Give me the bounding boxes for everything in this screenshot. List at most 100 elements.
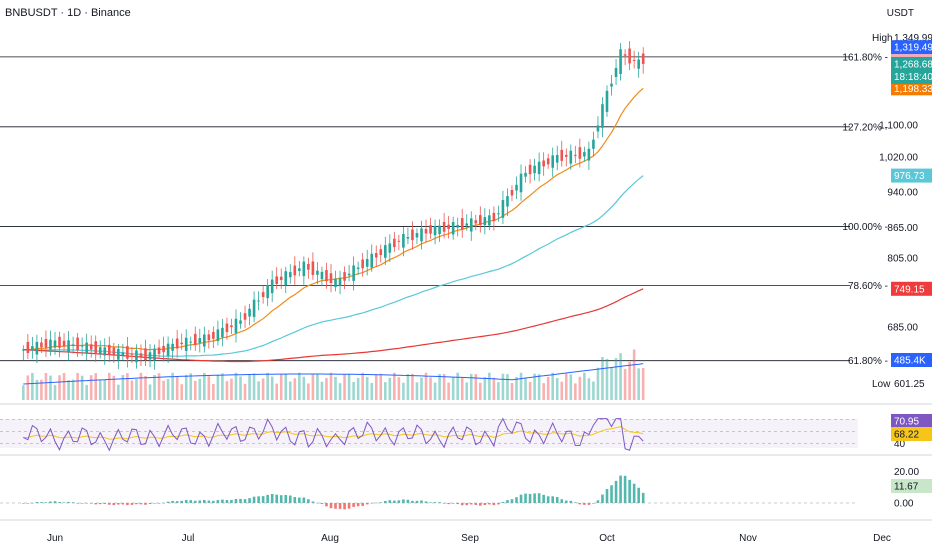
candle-body [225, 323, 229, 333]
macd-bar [637, 487, 640, 503]
macd-bar [175, 501, 179, 503]
candle-body [637, 59, 640, 69]
candle-body [184, 337, 188, 351]
macd-bar [44, 502, 48, 503]
volume-bar [365, 377, 369, 400]
volume-bar [605, 358, 609, 400]
volume-bar [383, 382, 387, 400]
volume-bar [162, 380, 165, 400]
volume-bar [542, 383, 545, 400]
price-tick-label: 865.00 [887, 223, 918, 234]
price-tick-label: 685.00 [887, 322, 918, 333]
volume-bar [130, 380, 134, 400]
volume-bar [302, 376, 306, 400]
macd-bar [402, 499, 405, 503]
candle-body [352, 265, 355, 281]
candle-body [193, 333, 197, 345]
volume-bar [528, 381, 532, 400]
candle-body [510, 190, 514, 196]
volume-bar [121, 375, 125, 400]
volume-bar [483, 377, 487, 400]
macd-bar [424, 501, 428, 503]
candle-body [546, 158, 550, 165]
volume-ma-tag: 485.4K [891, 353, 932, 367]
candle-body [420, 228, 423, 242]
candle-body [107, 344, 111, 356]
candle-body [623, 54, 627, 56]
candle-body [257, 300, 260, 302]
candle-body [139, 353, 143, 357]
macd-bar [533, 493, 536, 503]
price-tag-bg [891, 414, 932, 428]
volume-bar [62, 373, 66, 400]
macd-bar [107, 503, 111, 505]
macd-bar [288, 495, 292, 503]
volume-bar [266, 372, 269, 400]
macd-bar [135, 503, 138, 505]
price-axis[interactable]: 1,100.00 1,020.00 940.00 865.00 805.00 685.00… [872, 33, 932, 510]
volume-bar [221, 373, 224, 400]
candle-body [307, 263, 310, 270]
volume-bar [148, 384, 152, 400]
candle-body [103, 347, 107, 356]
macd-bar [212, 500, 215, 503]
macd-bar [40, 502, 43, 503]
macd-bar [479, 503, 482, 506]
bar-countdown: 18:18:40 [894, 72, 932, 83]
fib-label: 61.80% - [848, 356, 888, 367]
macd-bar [488, 503, 491, 505]
volume-bar [501, 373, 505, 400]
candle-body [62, 340, 66, 347]
macd-bar [411, 500, 414, 503]
macd-bar [130, 503, 134, 505]
macd-bar [438, 502, 441, 503]
candle-body [85, 342, 88, 354]
volume-bar [424, 372, 428, 400]
symbol-title[interactable]: BNBUSDT · 1D · Binance [5, 7, 131, 19]
time-label: Aug [321, 533, 339, 544]
macd-bar [383, 500, 387, 503]
candle-body [632, 59, 636, 61]
volume-bar [225, 381, 229, 400]
candle-body [261, 292, 265, 298]
macd-bar [542, 494, 545, 503]
macd-bar [266, 494, 269, 503]
macd-bar [98, 503, 102, 505]
macd-bar [361, 503, 364, 506]
candle-body [515, 184, 518, 191]
volume-bar [438, 373, 441, 400]
macd-bar [429, 502, 432, 503]
candle-body [80, 345, 84, 347]
macd-bar [528, 493, 532, 503]
candle-body [614, 67, 618, 78]
volume-bar [275, 383, 279, 400]
candle-body [343, 272, 346, 281]
candle-body [135, 350, 138, 363]
volume-bar [126, 373, 129, 400]
volume-bar [519, 372, 523, 400]
volume-bar [623, 368, 627, 400]
volume-bar [402, 382, 405, 400]
macd-tick-label: 20.00 [894, 467, 919, 478]
price-tag-text: 1,198.33 [894, 84, 932, 95]
volume-bar [216, 374, 220, 400]
moving-average-line [23, 87, 644, 351]
volume-bar [35, 379, 39, 400]
volume-bar [429, 377, 432, 400]
candle-body [40, 342, 43, 348]
macd-bar [564, 500, 568, 503]
volume-bar [298, 372, 301, 400]
macd-bar [180, 500, 183, 503]
macd-bar [632, 483, 636, 503]
macd-bar [248, 498, 251, 503]
currency-label[interactable]: USDT [886, 8, 914, 19]
time-axis[interactable]: Jun Jul Aug Sep Oct Nov Dec [47, 533, 891, 544]
time-label: Jul [182, 533, 195, 544]
candle-body [298, 268, 301, 271]
candle-body [325, 270, 328, 282]
fibonacci-levels: 161.80% - 127.20% - 100.00% - 78.60% - 61.80… [0, 52, 888, 367]
volume-bar [393, 372, 396, 400]
macd-bar [506, 500, 509, 503]
fib-label: 161.80% - [842, 52, 888, 63]
